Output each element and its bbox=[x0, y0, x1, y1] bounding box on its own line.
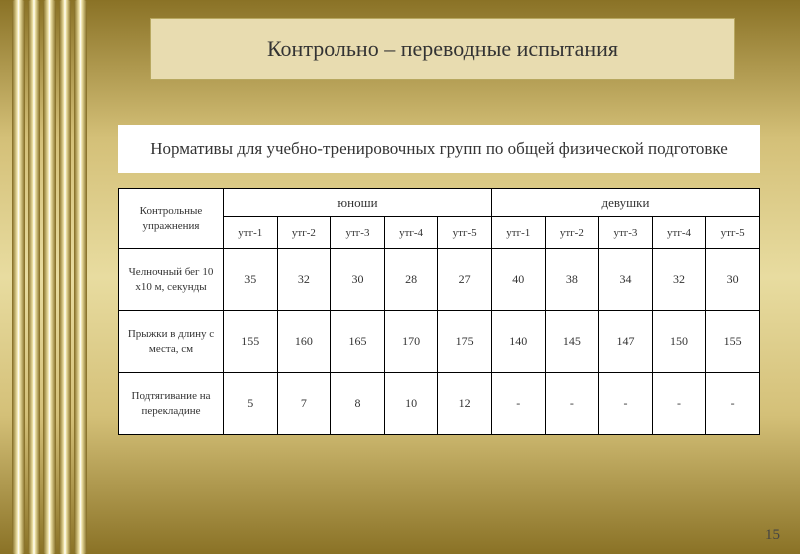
table-cell: 30 bbox=[706, 249, 760, 311]
exercise-label: Челночный бег 10 х10 м, секунды bbox=[119, 249, 224, 311]
table-cell: 147 bbox=[599, 311, 653, 373]
slide-title-box: Контрольно – переводные испытания bbox=[150, 18, 735, 80]
girls-header: девушки bbox=[491, 189, 759, 217]
table-cell: 140 bbox=[491, 311, 545, 373]
table-cell: 165 bbox=[331, 311, 385, 373]
table-cell: 8 bbox=[331, 373, 385, 435]
table-cell: 170 bbox=[384, 311, 438, 373]
subtitle-text: Нормативы для учебно-тренировочных групп… bbox=[150, 138, 727, 159]
table-cell: 28 bbox=[384, 249, 438, 311]
sub-header: утг-3 bbox=[599, 217, 653, 249]
table-cell: 160 bbox=[277, 311, 331, 373]
column-stripe bbox=[59, 0, 72, 554]
decorative-columns bbox=[12, 0, 87, 554]
table-cell: 155 bbox=[706, 311, 760, 373]
sub-header: утг-5 bbox=[438, 217, 492, 249]
column-stripe bbox=[74, 0, 87, 554]
table-cell: - bbox=[491, 373, 545, 435]
table-row: Прыжки в длину с места, см 155 160 165 1… bbox=[119, 311, 760, 373]
table-header-row-1: Контрольные упражнения юноши девушки bbox=[119, 189, 760, 217]
table-cell: 32 bbox=[652, 249, 706, 311]
table-cell: 38 bbox=[545, 249, 599, 311]
column-stripe bbox=[12, 0, 25, 554]
sub-header: утг-1 bbox=[491, 217, 545, 249]
sub-header: утг-4 bbox=[652, 217, 706, 249]
sub-header: утг-5 bbox=[706, 217, 760, 249]
table-cell: 32 bbox=[277, 249, 331, 311]
table-cell: 27 bbox=[438, 249, 492, 311]
subtitle-box: Нормативы для учебно-тренировочных групп… bbox=[118, 125, 760, 173]
table-cell: 10 bbox=[384, 373, 438, 435]
standards-table: Контрольные упражнения юноши девушки утг… bbox=[118, 188, 760, 435]
table-cell: 35 bbox=[224, 249, 278, 311]
sub-header: утг-2 bbox=[277, 217, 331, 249]
table-cell: - bbox=[545, 373, 599, 435]
table-cell: 5 bbox=[224, 373, 278, 435]
corner-header: Контрольные упражнения bbox=[119, 189, 224, 249]
exercise-label: Прыжки в длину с места, см bbox=[119, 311, 224, 373]
sub-header: утг-2 bbox=[545, 217, 599, 249]
table-row: Подтягивание на перекладине 5 7 8 10 12 … bbox=[119, 373, 760, 435]
exercise-label: Подтягивание на перекладине bbox=[119, 373, 224, 435]
standards-table-wrap: Контрольные упражнения юноши девушки утг… bbox=[118, 188, 760, 435]
table-cell: 155 bbox=[224, 311, 278, 373]
table-cell: - bbox=[599, 373, 653, 435]
table-cell: 34 bbox=[599, 249, 653, 311]
table-cell: 7 bbox=[277, 373, 331, 435]
table-cell: - bbox=[652, 373, 706, 435]
column-stripe bbox=[43, 0, 56, 554]
sub-header: утг-1 bbox=[224, 217, 278, 249]
table-cell: - bbox=[706, 373, 760, 435]
column-stripe bbox=[28, 0, 41, 554]
sub-header: утг-3 bbox=[331, 217, 385, 249]
table-cell: 150 bbox=[652, 311, 706, 373]
table-cell: 30 bbox=[331, 249, 385, 311]
table-cell: 175 bbox=[438, 311, 492, 373]
table-cell: 12 bbox=[438, 373, 492, 435]
table-cell: 145 bbox=[545, 311, 599, 373]
table-cell: 40 bbox=[491, 249, 545, 311]
page-number: 15 bbox=[765, 527, 780, 544]
slide-title: Контрольно – переводные испытания bbox=[267, 36, 618, 62]
table-row: Челночный бег 10 х10 м, секунды 35 32 30… bbox=[119, 249, 760, 311]
boys-header: юноши bbox=[224, 189, 492, 217]
sub-header: утг-4 bbox=[384, 217, 438, 249]
